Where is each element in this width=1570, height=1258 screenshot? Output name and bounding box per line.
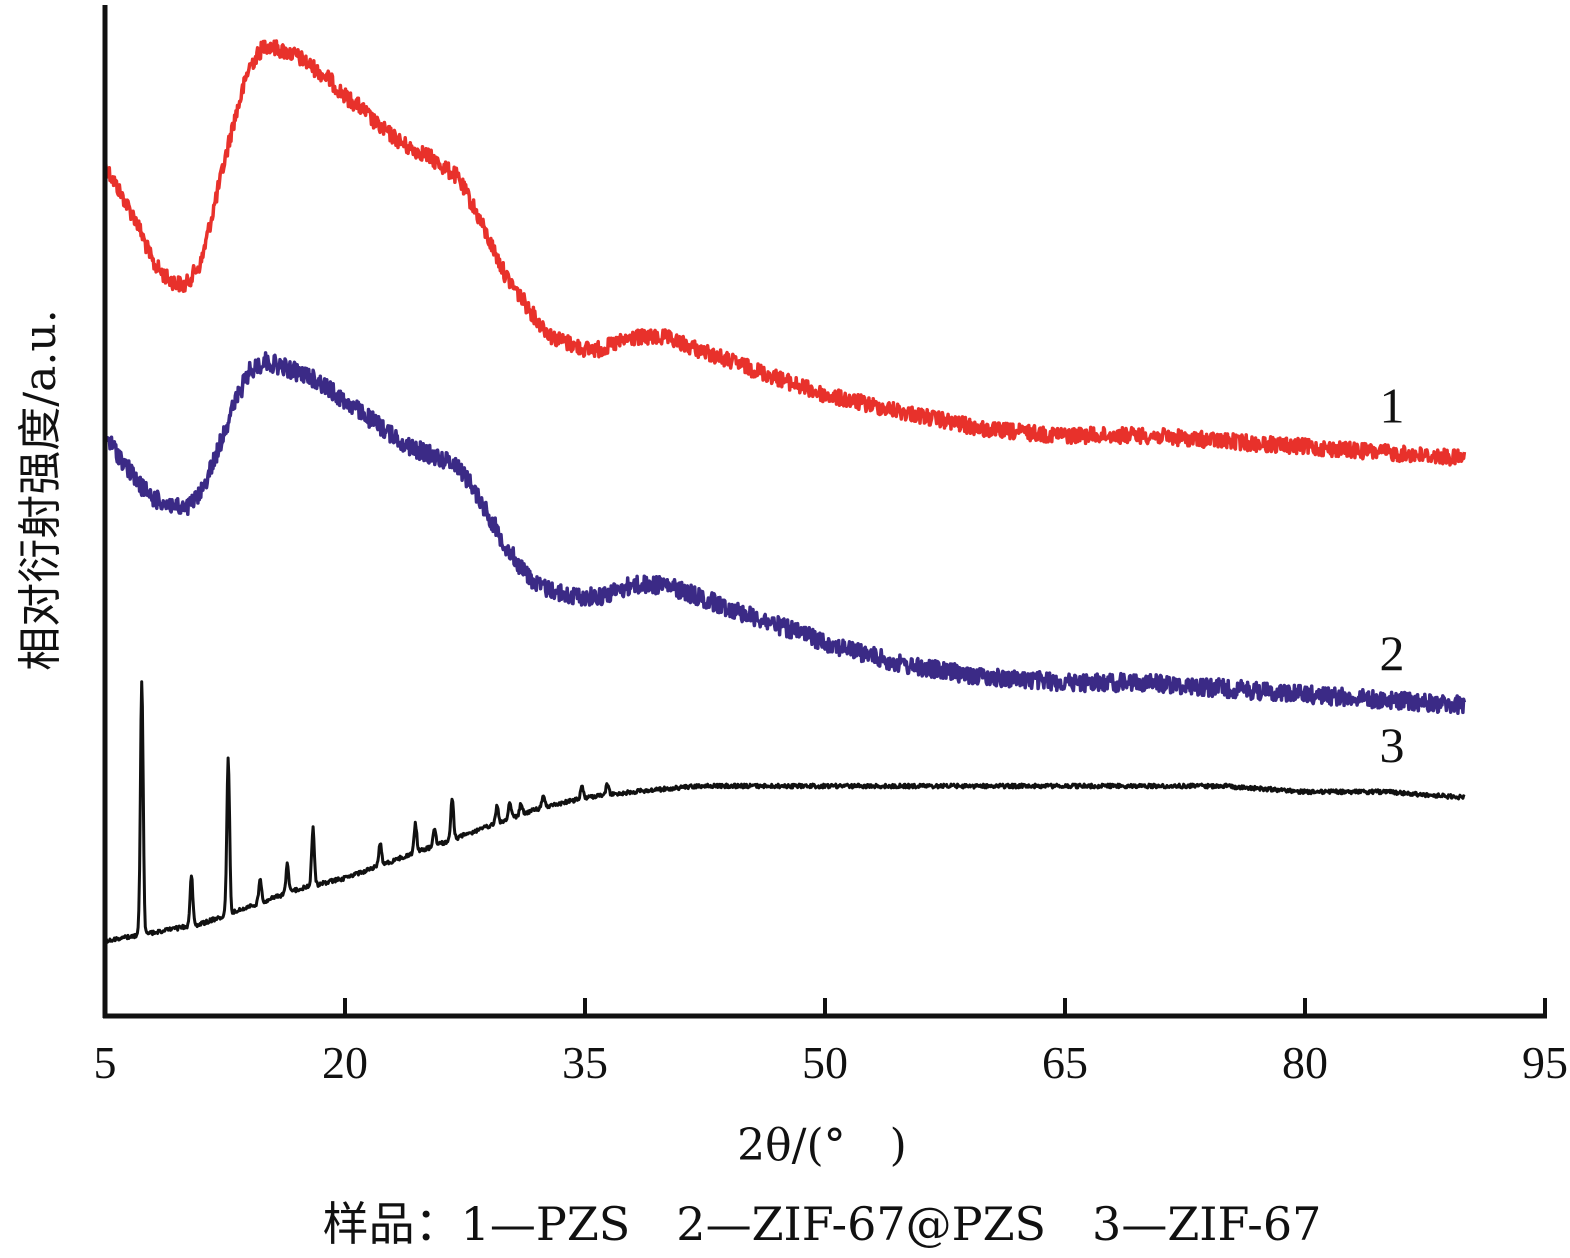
series-line-3 [103,680,1466,944]
series-line-2 [103,351,1467,715]
figure-caption: 样品：1—PZS 2—ZIF-67@PZS 3—ZIF-67 [323,1197,1322,1251]
x-tick-label: 35 [562,1037,608,1088]
x-axis-title: 2θ/(° ) [737,1120,907,1171]
y-axis-title: 相对衍射强度/a.u. [15,309,66,670]
x-tick-label: 80 [1282,1037,1328,1088]
x-tick-label: 20 [322,1037,368,1088]
x-tick-label: 95 [1522,1037,1568,1088]
series-label-2: 2 [1380,625,1405,681]
series-label-layer: 1 2 3 [1380,378,1405,773]
x-tick-label: 65 [1042,1037,1088,1088]
x-tick-label: 50 [802,1037,848,1088]
x-tick-label: 5 [94,1037,117,1088]
series-layer [103,39,1467,944]
series-line-1 [103,39,1467,467]
x-tick-layer: 5 20 35 50 65 80 95 [94,998,1568,1088]
series-label-1: 1 [1380,378,1405,434]
series-label-3: 3 [1380,717,1405,773]
